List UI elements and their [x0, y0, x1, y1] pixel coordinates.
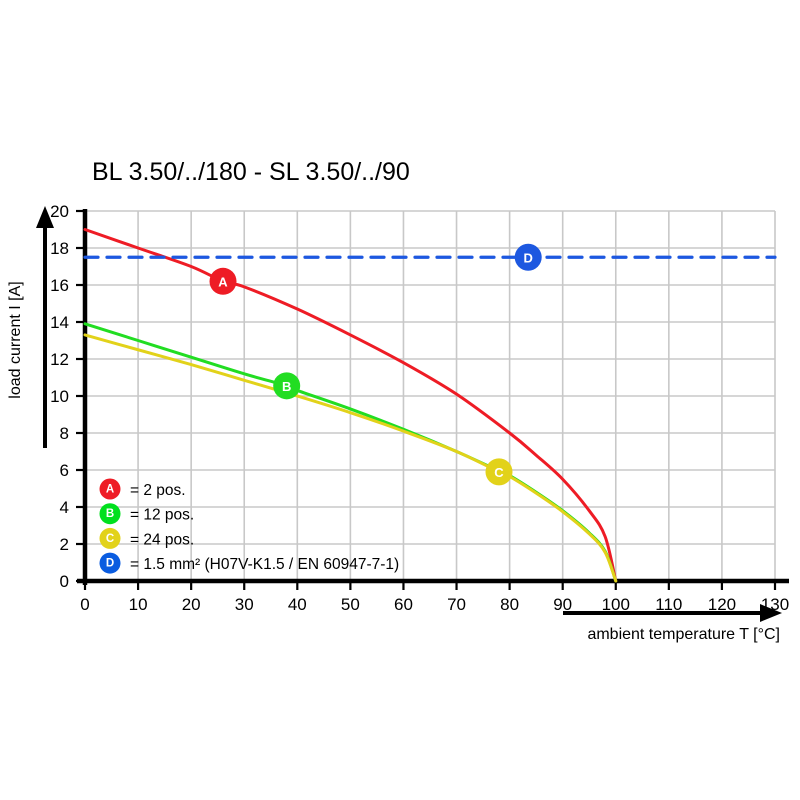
- series-curve-c: [83, 333, 618, 583]
- chart-title: BL 3.50/../180 - SL 3.50/../90: [92, 158, 410, 186]
- series-curve-a: [83, 228, 618, 583]
- series-marker-b: B: [273, 372, 301, 400]
- axis-lines: [76, 209, 789, 590]
- legend-marker-dot: [99, 552, 121, 574]
- y-tick-label: 4: [60, 498, 69, 517]
- marker-letter: A: [218, 274, 228, 289]
- series-marker-c: C: [485, 458, 513, 486]
- series-marker-a: A: [209, 267, 237, 295]
- marker-letter: D: [523, 250, 532, 265]
- legend-marker-dot: [99, 503, 121, 525]
- x-tick-label: 120: [708, 595, 736, 614]
- y-tick-label: 20: [50, 202, 69, 221]
- legend-item-c: C = 24 pos.: [99, 527, 194, 549]
- series-markers: A B C D: [209, 243, 542, 486]
- y-tick-label: 10: [50, 387, 69, 406]
- marker-letter: C: [494, 465, 504, 480]
- legend-item-label: = 2 pos.: [130, 482, 186, 499]
- y-tick-label: 14: [50, 313, 69, 332]
- legend-marker-letter: B: [106, 508, 114, 520]
- marker-dot: [485, 458, 513, 486]
- legend-marker-letter: D: [106, 558, 114, 570]
- legend-marker-letter: C: [106, 533, 114, 545]
- legend-marker-dot: [99, 478, 121, 500]
- legend-marker-dot: [99, 527, 121, 549]
- x-tick-label: 70: [447, 595, 466, 614]
- x-tick-label: 10: [129, 595, 148, 614]
- x-tick-label: 90: [553, 595, 572, 614]
- tick-labels: 0 10 20 30 40 50 60 70 80 90 100 110 120 130024681012…: [50, 202, 789, 614]
- x-tick-label: 80: [500, 595, 519, 614]
- marker-dot: [209, 267, 237, 295]
- x-tick-label: 30: [235, 595, 254, 614]
- y-tick-label: 8: [60, 424, 69, 443]
- legend-item-b: B = 12 pos.: [99, 503, 194, 525]
- y-tick-label: 12: [50, 350, 69, 369]
- x-tick-label: 110: [655, 595, 682, 614]
- y-tick-label: 18: [50, 239, 69, 258]
- y-tick-label: 2: [60, 535, 69, 554]
- y-tick-label: 0: [60, 572, 69, 591]
- x-tick-label: 60: [394, 595, 413, 614]
- x-tick-label: 100: [602, 595, 630, 614]
- legend-item-label: = 24 pos.: [130, 531, 194, 548]
- y-tick-label: 6: [60, 461, 69, 480]
- legend-item-a: A = 2 pos.: [99, 478, 186, 500]
- legend-item-label: = 1.5 mm² (H07V-K1.5 / EN 60947-7-1): [130, 556, 399, 573]
- x-tick-label: 50: [341, 595, 360, 614]
- x-tick-label: 0: [80, 595, 89, 614]
- x-tick-label: 40: [288, 595, 307, 614]
- series-curves: [83, 228, 777, 583]
- marker-dot: [273, 372, 301, 400]
- legend-marker-letter: A: [106, 484, 114, 496]
- legend-item-label: = 12 pos.: [130, 507, 194, 524]
- axis-names: load current I [A] ambient temperature T …: [7, 206, 782, 643]
- x-tick-label: 20: [182, 595, 201, 614]
- y-axis-title: load current I [A]: [7, 281, 24, 398]
- marker-dot: [514, 243, 542, 271]
- y-tick-label: 16: [50, 276, 69, 295]
- chart-legend: A = 2 pos. B = 12 pos. C = 24 pos. D = 1.5 mm² …: [99, 478, 399, 574]
- x-axis-arrow-head: [760, 604, 782, 622]
- legend-item-d: D = 1.5 mm² (H07V-K1.5 / EN 60947-7-1): [99, 552, 399, 574]
- marker-letter: B: [282, 379, 291, 394]
- series-marker-d: D: [514, 243, 542, 271]
- y-axis-arrow-head: [36, 206, 54, 228]
- x-axis-title: ambient temperature T [°C]: [587, 626, 780, 643]
